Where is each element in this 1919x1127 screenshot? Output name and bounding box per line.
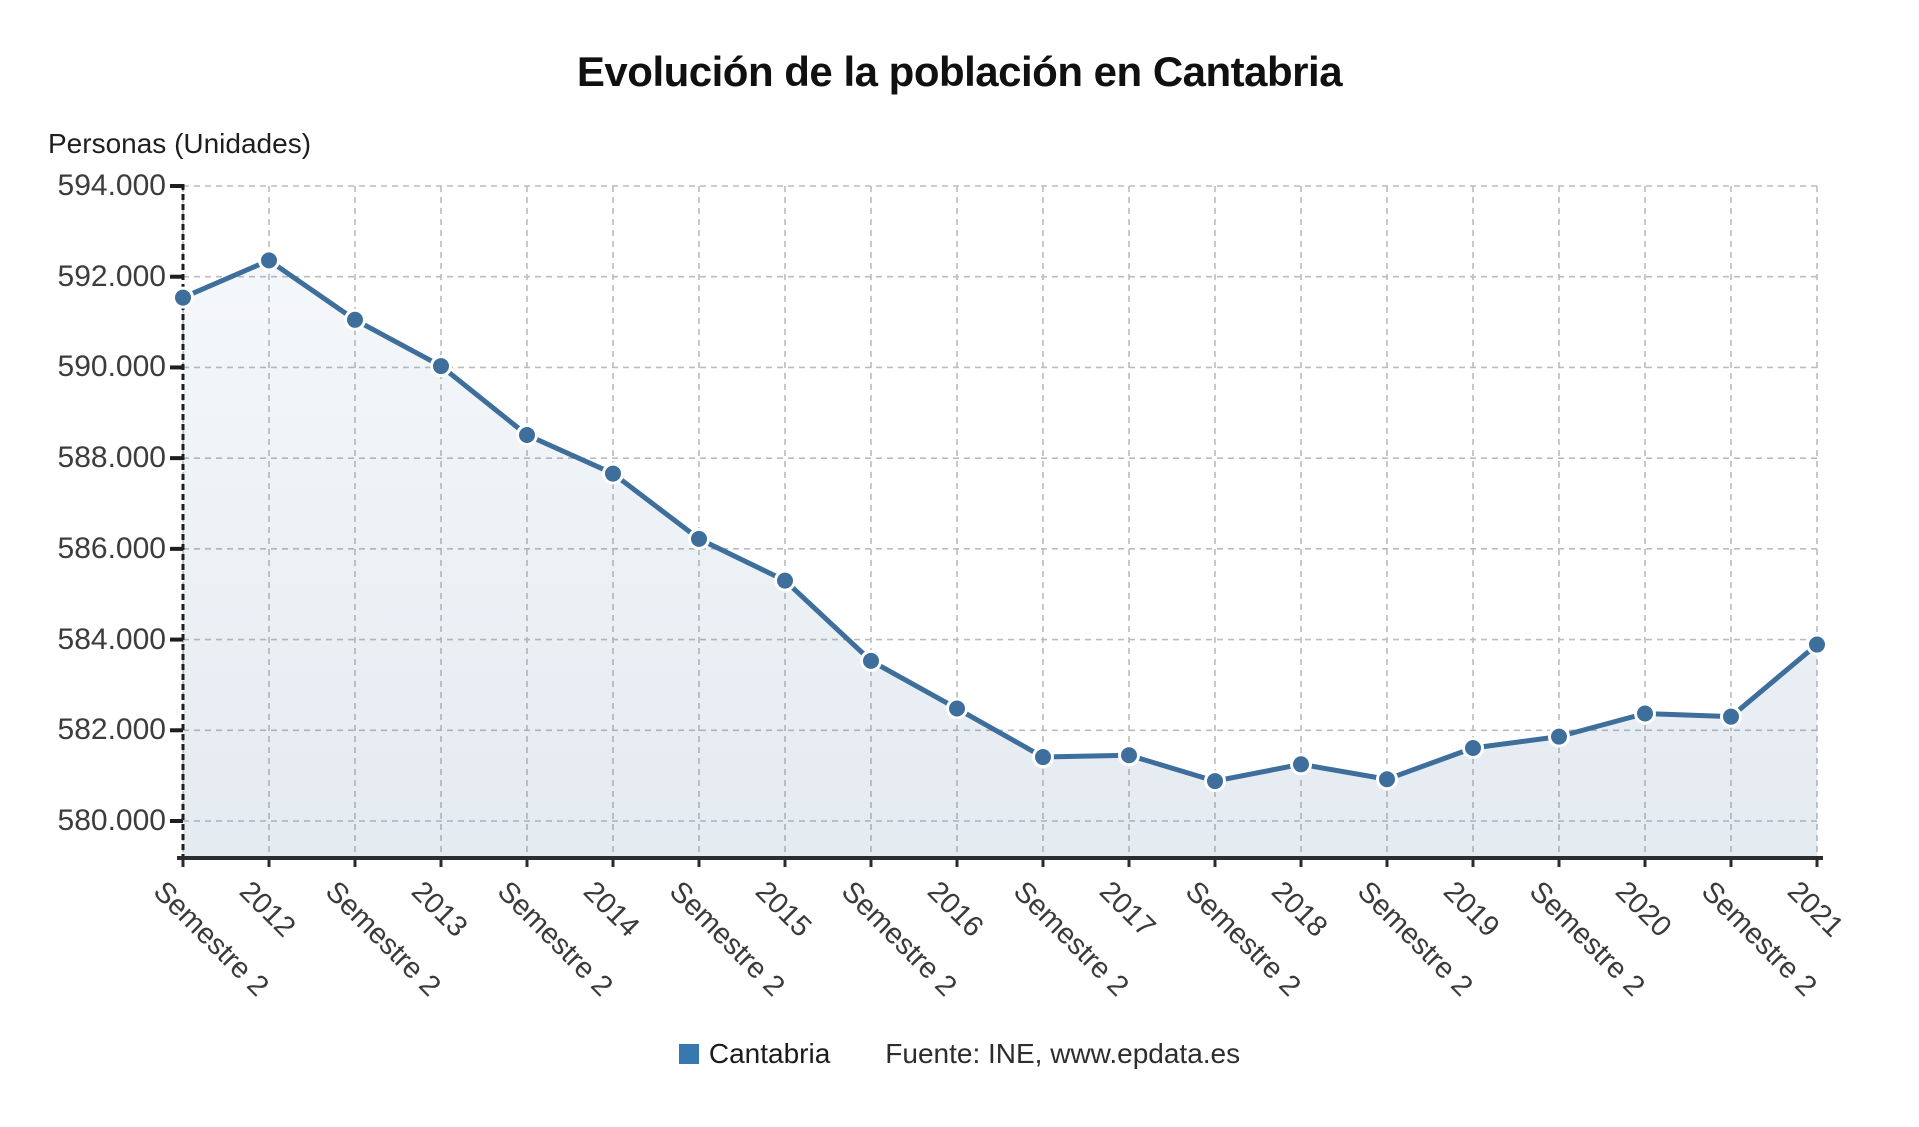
data-point-marker[interactable] <box>1032 746 1054 769</box>
source-attribution: Fuente: INE, www.epdata.es <box>885 1038 1241 1069</box>
data-point-marker[interactable] <box>430 355 452 378</box>
data-point-marker[interactable] <box>946 697 968 720</box>
y-axis-tick-label: 594.000 <box>57 169 166 202</box>
data-point-marker[interactable] <box>1720 705 1742 728</box>
y-axis-unit-label: Personas (Unidades) <box>48 128 312 159</box>
y-axis-tick-label: 590.000 <box>57 350 166 384</box>
y-axis-tick-label: 580.000 <box>57 804 166 837</box>
data-point-marker[interactable] <box>1204 770 1226 793</box>
legend-swatch <box>678 1044 699 1064</box>
series-area-fill <box>183 260 1817 857</box>
data-point-marker[interactable] <box>1634 702 1656 725</box>
data-point-marker[interactable] <box>688 527 710 550</box>
data-point-marker[interactable] <box>1806 633 1828 656</box>
legend: Cantabria Fuente: INE, www.epdata.es <box>0 1038 1919 1070</box>
data-point-marker[interactable] <box>860 649 882 672</box>
data-point-marker[interactable] <box>774 569 796 592</box>
data-point-marker[interactable] <box>602 462 624 485</box>
data-point-marker[interactable] <box>258 249 280 272</box>
legend-series-label: Cantabria <box>708 1038 831 1069</box>
y-axis-tick-label: 586.000 <box>57 531 166 565</box>
y-axis-tick-label: 582.000 <box>57 713 166 747</box>
y-axis-tick-label: 584.000 <box>57 622 166 656</box>
series-line <box>180 257 1820 784</box>
data-point-marker[interactable] <box>1118 744 1140 767</box>
y-axis-tick-label: 588.000 <box>57 441 166 475</box>
data-point-marker[interactable] <box>516 424 538 447</box>
data-point-marker[interactable] <box>1548 725 1570 748</box>
data-point-marker[interactable] <box>1376 768 1398 791</box>
y-axis-tick-label: 592.000 <box>57 259 166 293</box>
data-point-marker[interactable] <box>1290 753 1312 776</box>
data-point-marker[interactable] <box>172 286 194 309</box>
chart-title: Evolución de la población en Cantabria <box>576 48 1343 95</box>
data-point-marker[interactable] <box>1462 736 1484 759</box>
data-point-marker[interactable] <box>344 308 366 331</box>
